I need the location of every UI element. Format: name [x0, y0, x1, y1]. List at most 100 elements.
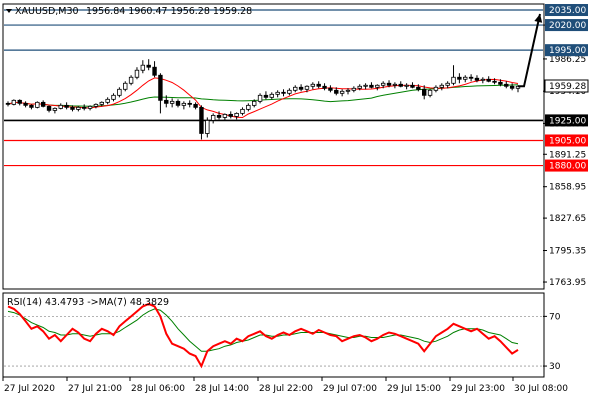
candle — [310, 82, 316, 90]
candle — [146, 59, 151, 71]
price-axis: 2020.001986.251954.101922.001891.251858.… — [543, 4, 589, 288]
current-price-label: 1959.28 — [549, 82, 586, 92]
chevron-down-icon[interactable] — [6, 9, 12, 13]
candle — [158, 73, 163, 114]
candle — [509, 83, 515, 91]
candle — [398, 81, 403, 88]
candle — [252, 99, 257, 108]
rsi-axis: 70 30 — [543, 312, 561, 372]
candle — [287, 88, 292, 96]
candle — [193, 102, 198, 110]
candle — [334, 87, 339, 96]
candle — [52, 107, 58, 114]
price-tick-label: 1827.65 — [549, 214, 586, 224]
candle — [457, 73, 462, 84]
rsi-tick-label: 70 — [549, 312, 561, 322]
candle — [463, 75, 468, 83]
candle — [164, 95, 169, 108]
candle — [17, 99, 22, 106]
time-tick-label: 27 Jul 21:00 — [68, 384, 122, 394]
candle — [269, 92, 274, 100]
candle — [76, 106, 81, 112]
candle — [504, 81, 509, 89]
candle — [257, 93, 263, 104]
ma-slow-line — [7, 84, 519, 107]
price-panel-frame — [2, 3, 545, 290]
price-tick-label: 1858.95 — [549, 183, 586, 193]
candle — [11, 99, 17, 106]
candle — [386, 80, 392, 88]
candle — [433, 85, 439, 93]
symbol-label: XAUUSD,M30 — [15, 6, 79, 17]
candle — [5, 101, 11, 107]
candle — [105, 97, 110, 105]
rsi-levels — [4, 315, 543, 367]
time-tick-label: 30 Jul 08:00 — [514, 384, 568, 394]
candle — [123, 81, 128, 92]
candle — [64, 102, 69, 110]
time-axis: 27 Jul 2020 27 Jul 21:00 28 Jul 06:00 28 Ju… — [2, 377, 568, 394]
candle — [175, 99, 181, 108]
moving-averages — [7, 77, 519, 119]
rsi-lines — [7, 302, 519, 369]
candle — [181, 101, 187, 110]
forecast-arrow-line — [518, 13, 541, 88]
candle — [451, 65, 456, 86]
candle — [35, 101, 40, 109]
candle — [322, 83, 327, 91]
candle — [140, 60, 146, 74]
rsi-tick-label: 30 — [549, 362, 561, 372]
level-tag: 2020.00 — [545, 19, 588, 32]
ma-fast-line — [7, 77, 519, 119]
candle — [351, 86, 357, 93]
candle — [263, 91, 269, 100]
candle — [492, 78, 497, 85]
candle — [345, 88, 351, 95]
candle — [46, 105, 52, 113]
candle — [392, 82, 398, 89]
candle — [58, 103, 63, 110]
current-price-tag: 1959.28 — [544, 79, 589, 93]
candle — [222, 113, 228, 121]
time-tick-label: 28 Jul 06:00 — [131, 384, 185, 394]
candle — [228, 111, 233, 119]
level-label: 1880.00 — [549, 162, 586, 172]
arrow-head-icon — [534, 14, 543, 23]
rsi-title: RSI(14) 43.4793 ->MA(7) 48.3829 — [7, 297, 169, 308]
candle — [93, 103, 99, 109]
candle — [169, 98, 175, 108]
candle — [480, 77, 486, 84]
candle — [404, 83, 409, 90]
candle — [275, 90, 280, 98]
candle — [375, 84, 380, 91]
level-label: 1925.00 — [549, 116, 586, 126]
candle — [23, 101, 28, 108]
level-tag: 2035.00 — [545, 4, 588, 16]
candle — [369, 82, 374, 89]
candle — [357, 84, 362, 91]
time-tick-label: 27 Jul 2020 — [4, 384, 55, 394]
candle — [111, 93, 116, 102]
time-tick-label: 29 Jul 15:00 — [387, 384, 441, 394]
time-tick-label: 28 Jul 22:00 — [259, 384, 313, 394]
candle — [498, 79, 503, 87]
candle — [422, 85, 427, 100]
candle — [240, 107, 245, 116]
candle — [40, 100, 46, 108]
candle — [210, 113, 216, 124]
time-tick-label: 28 Jul 14:00 — [195, 384, 249, 394]
price-tick-label: 1763.95 — [549, 278, 586, 288]
candle — [363, 83, 368, 90]
candle — [187, 100, 192, 108]
support-resistance-levels — [4, 9, 543, 167]
price-tick-label: 1986.25 — [549, 55, 586, 65]
candle — [82, 104, 87, 111]
candle — [199, 105, 204, 140]
level-tag: 1880.00 — [545, 159, 588, 172]
candlesticks — [5, 59, 521, 140]
candle — [439, 83, 444, 91]
candle — [380, 81, 386, 89]
candle — [152, 61, 157, 78]
level-label: 1995.00 — [549, 46, 586, 56]
